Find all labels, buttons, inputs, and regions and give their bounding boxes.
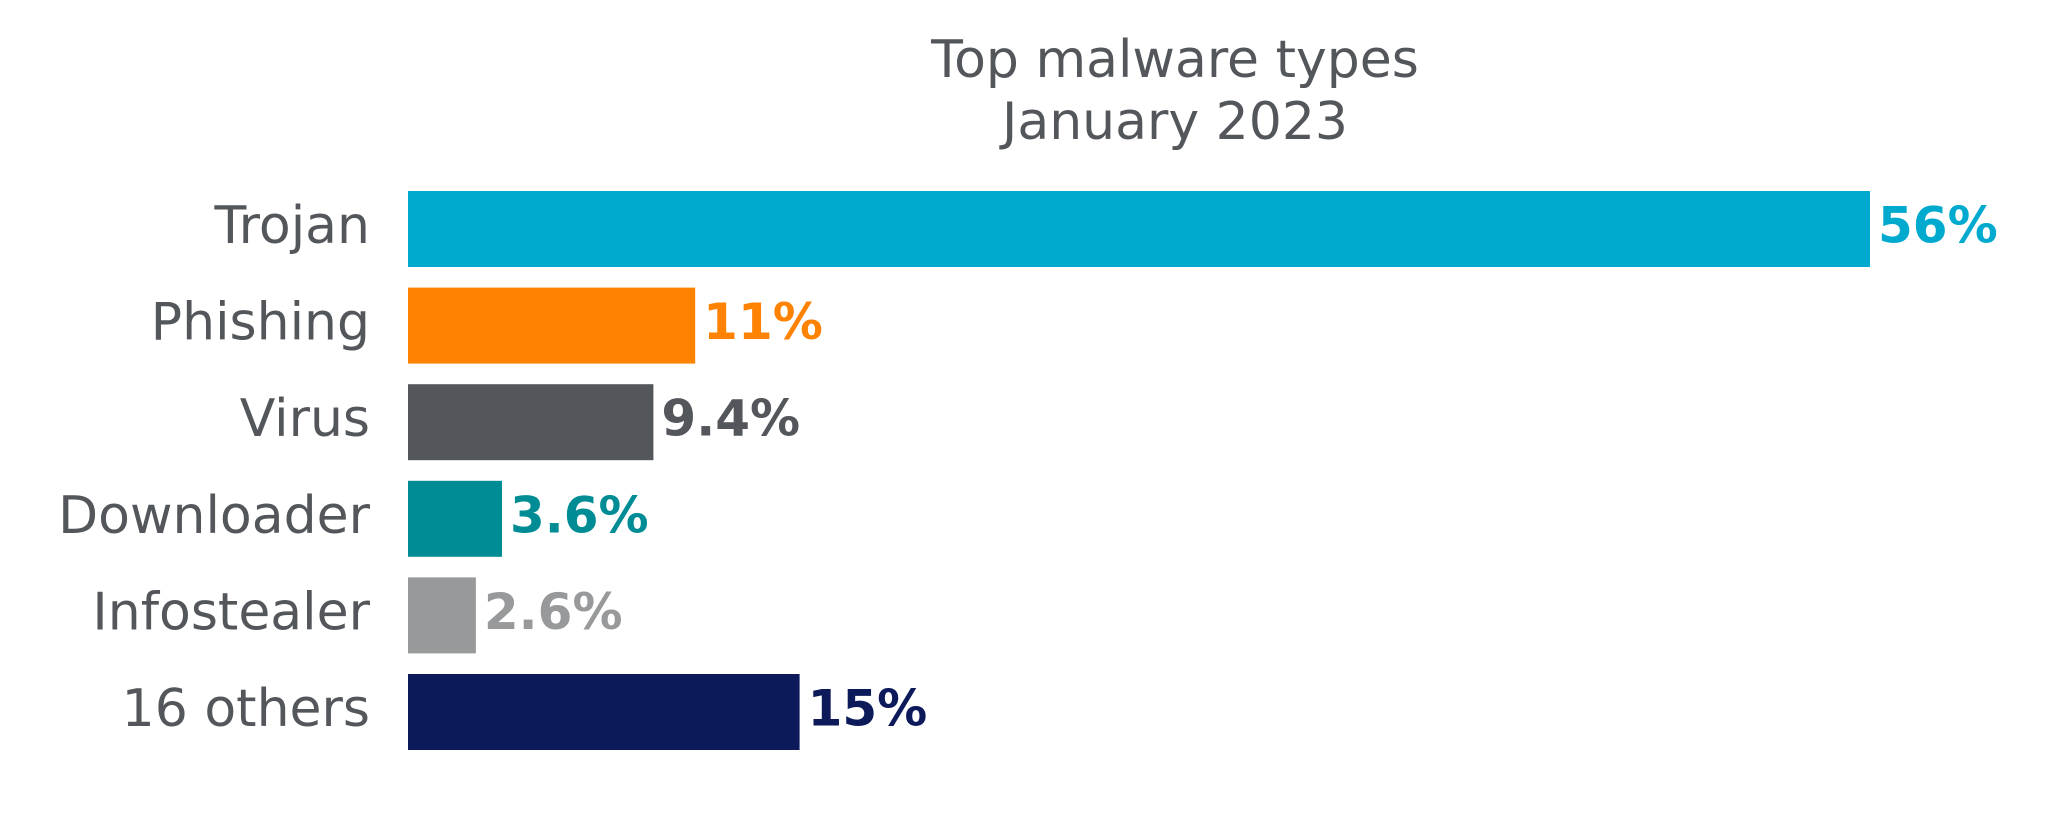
value-label: 2.6% xyxy=(484,583,623,641)
bar xyxy=(408,191,1870,267)
value-label: 11% xyxy=(703,293,823,351)
category-label: Virus xyxy=(240,389,370,449)
value-label: 15% xyxy=(808,680,928,738)
value-label: 9.4% xyxy=(661,390,800,448)
bar xyxy=(408,674,800,750)
category-label: Trojan xyxy=(214,196,370,256)
category-label: Infostealer xyxy=(92,582,370,642)
category-label: Downloader xyxy=(58,486,370,546)
bar xyxy=(408,577,476,654)
category-label: 16 others xyxy=(122,679,370,739)
value-label: 3.6% xyxy=(510,486,649,544)
bar xyxy=(408,384,654,461)
bar xyxy=(408,480,502,557)
value-label: 56% xyxy=(1878,197,1998,255)
bar xyxy=(408,287,696,364)
chart-subtitle: January 2023 xyxy=(999,92,1348,152)
category-label: Phishing xyxy=(151,293,370,353)
chart-title: Top malware types xyxy=(930,30,1419,90)
